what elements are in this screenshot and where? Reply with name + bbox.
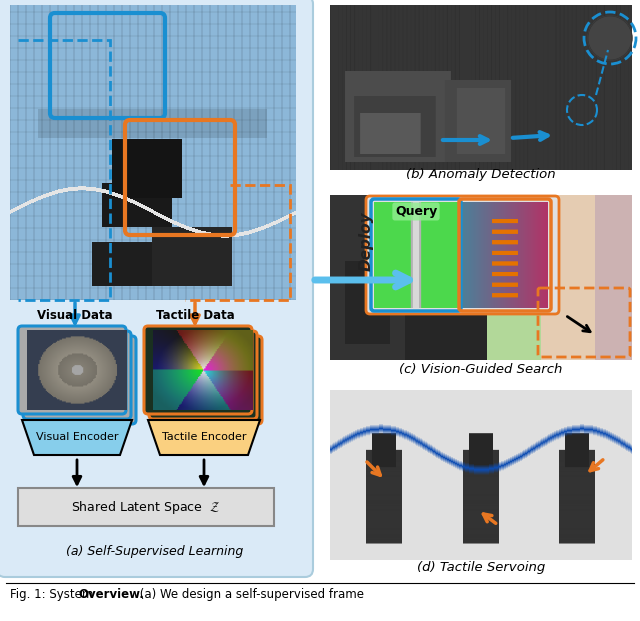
FancyBboxPatch shape xyxy=(366,196,559,314)
FancyBboxPatch shape xyxy=(18,326,126,414)
FancyBboxPatch shape xyxy=(28,336,136,424)
FancyBboxPatch shape xyxy=(0,0,313,577)
Text: Visual Encoder: Visual Encoder xyxy=(36,432,118,442)
FancyBboxPatch shape xyxy=(23,331,131,419)
Text: Visual Data: Visual Data xyxy=(37,309,113,322)
FancyArrowPatch shape xyxy=(315,273,410,287)
FancyBboxPatch shape xyxy=(154,336,262,424)
Text: Tactile Encoder: Tactile Encoder xyxy=(162,432,246,442)
Text: (a) We design a self-supervised frame: (a) We design a self-supervised frame xyxy=(136,588,364,601)
Circle shape xyxy=(588,16,632,60)
Text: Shared Latent Space  $\mathcal{Z}$: Shared Latent Space $\mathcal{Z}$ xyxy=(72,499,221,515)
Text: (b) Anomaly Detection: (b) Anomaly Detection xyxy=(406,168,556,181)
Text: (c) Vision-Guided Search: (c) Vision-Guided Search xyxy=(399,363,563,376)
Polygon shape xyxy=(22,420,132,455)
FancyBboxPatch shape xyxy=(144,326,252,414)
Text: (a) Self-Supervised Learning: (a) Self-Supervised Learning xyxy=(67,545,244,558)
Text: Overview.: Overview. xyxy=(78,588,144,601)
Text: Deploy: Deploy xyxy=(358,211,374,271)
Text: Query: Query xyxy=(395,205,437,218)
FancyBboxPatch shape xyxy=(149,331,257,419)
Text: Tactile Data: Tactile Data xyxy=(156,309,234,322)
Text: Fig. 1: System: Fig. 1: System xyxy=(10,588,97,601)
Text: (d) Tactile Servoing: (d) Tactile Servoing xyxy=(417,561,545,574)
Polygon shape xyxy=(148,420,260,455)
FancyBboxPatch shape xyxy=(18,488,274,526)
